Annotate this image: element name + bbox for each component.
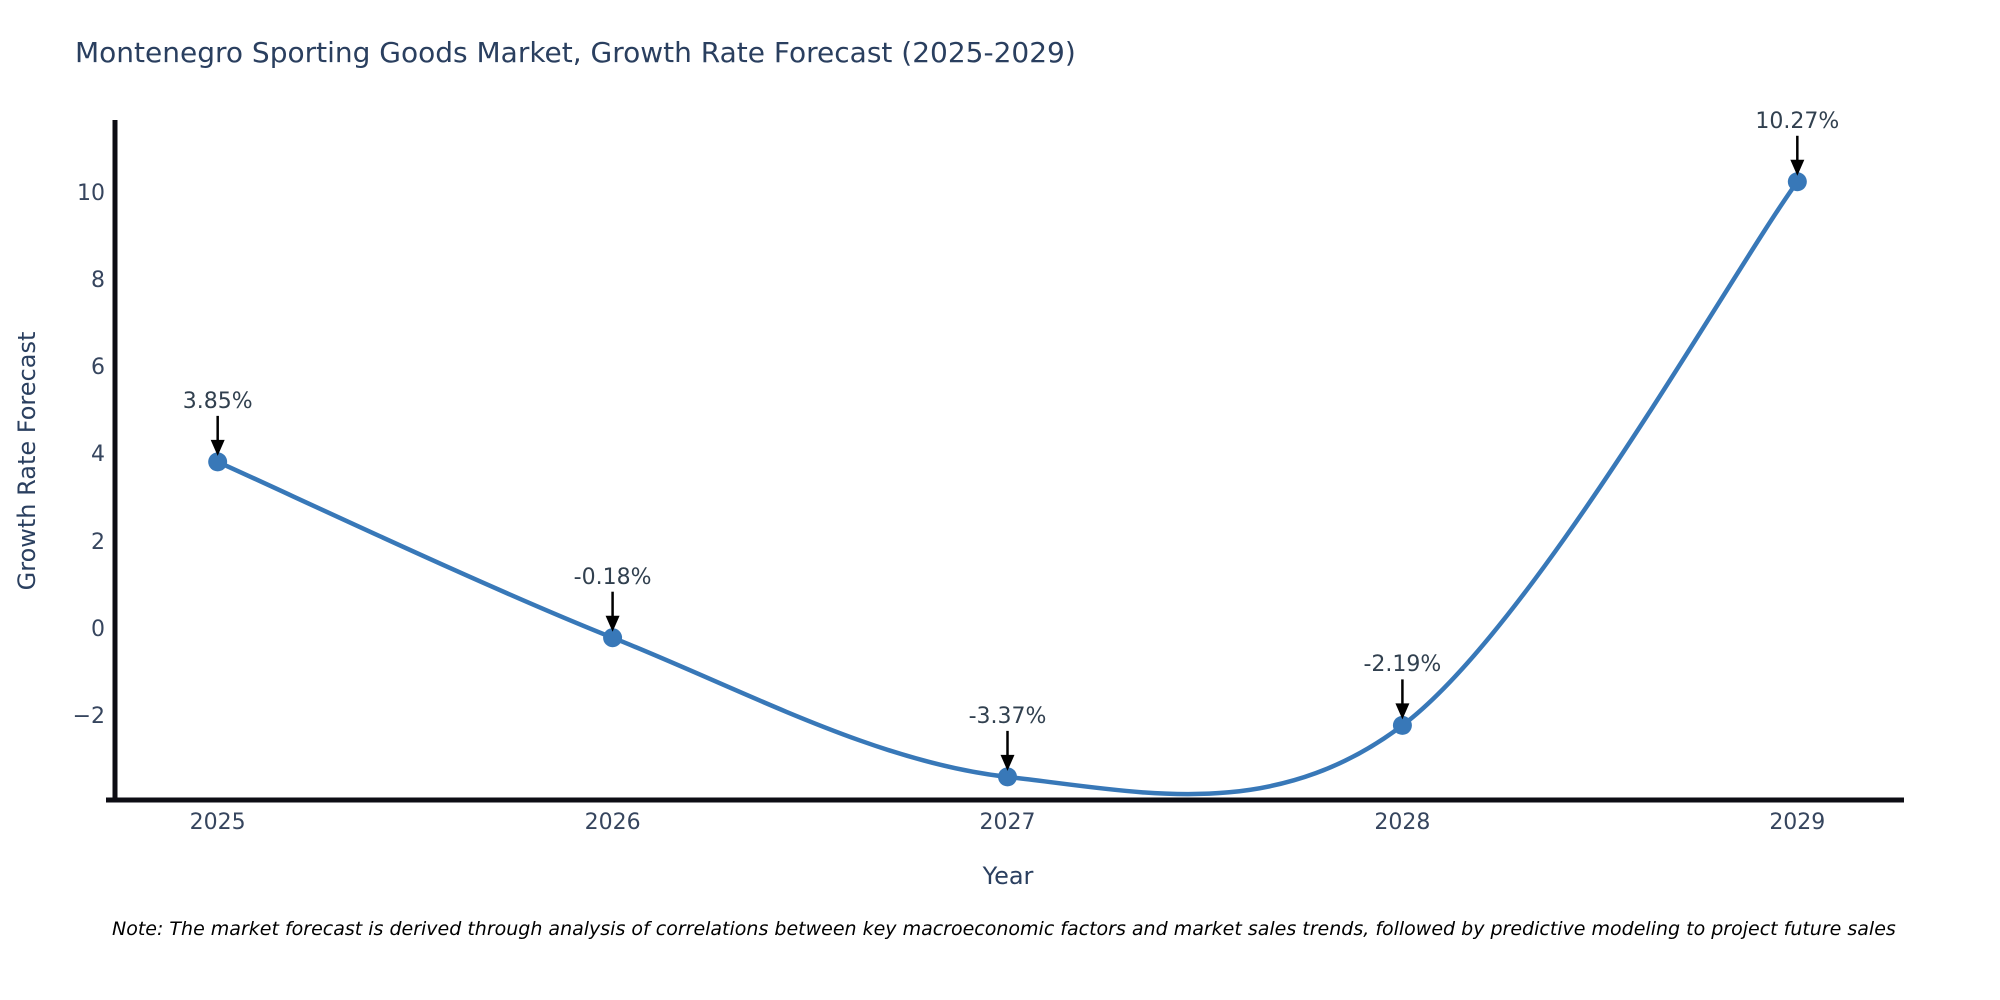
y-tick-label: 2 [91, 529, 105, 555]
x-tick-label: 2029 [1769, 810, 1826, 835]
data-point-marker [1787, 172, 1807, 192]
data-point-marker [208, 452, 228, 472]
x-tick-label: 2028 [1374, 810, 1431, 835]
point-value-label: 3.85% [182, 388, 253, 414]
footnote-text: Note: The market forecast is derived thr… [112, 918, 1896, 940]
x-tick-label: 2026 [584, 810, 641, 835]
y-tick-label: 4 [91, 442, 105, 468]
annotation-arrowhead [210, 439, 225, 456]
y-tick-label: −2 [72, 704, 105, 730]
data-point-marker [603, 628, 623, 648]
annotation-arrowhead [1000, 754, 1015, 771]
annotation-arrowhead [1395, 703, 1410, 720]
y-tick-label: 8 [91, 267, 105, 293]
y-tick-label: 10 [77, 180, 105, 206]
point-value-label: -0.18% [573, 564, 652, 590]
annotation-arrowhead [1790, 159, 1805, 176]
annotation-arrowhead [605, 615, 620, 632]
line-series-path [215, 179, 1800, 797]
x-tick-label: 2025 [189, 810, 246, 835]
y-tick-label: 6 [91, 355, 105, 381]
x-tick-label: 2027 [979, 810, 1036, 835]
point-value-label: 10.27% [1755, 108, 1840, 134]
data-point-marker [998, 767, 1017, 787]
chart-title: Montenegro Sporting Goods Market, Growth… [75, 36, 1076, 69]
point-value-label: -3.37% [968, 703, 1047, 729]
x-axis-title: Year [982, 862, 1034, 890]
data-point-marker [1392, 715, 1412, 735]
y-tick-label: 0 [91, 616, 105, 642]
y-axis-title: Growth Rate Forecast [13, 331, 41, 591]
point-value-label: -2.19% [1363, 652, 1442, 678]
